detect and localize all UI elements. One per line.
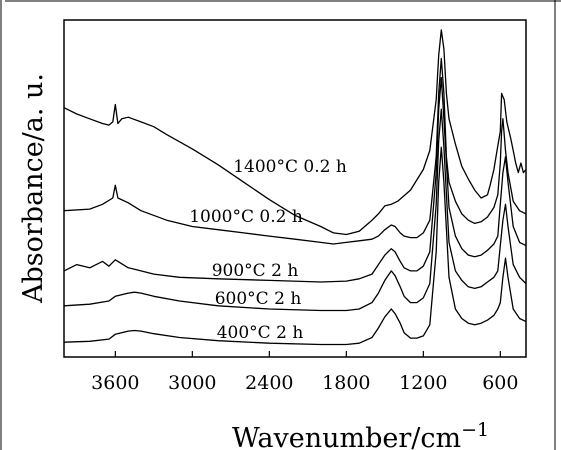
x-tick-label-3: 1800 (322, 372, 370, 394)
series-label-3: 1000°C 0.2 h (189, 207, 303, 227)
series-label-0: 400°C 2 h (217, 323, 304, 343)
x-axis-title-superscript: −1 (461, 419, 489, 441)
x-tick-label-0: 3600 (91, 372, 139, 394)
x-axis-ticks: 3600 3000 2400 1800 1200 600 (91, 351, 518, 394)
x-axis-title: Wavenumber/cm−1 (232, 419, 489, 450)
series-labels: 400°C 2 h 600°C 2 h 900°C 2 h 1000°C 0.2 h 1… (189, 157, 347, 343)
series-line-2 (63, 76, 527, 283)
x-tick-label-1: 3000 (168, 372, 216, 394)
series-label-1: 600°C 2 h (215, 289, 302, 309)
x-axis-title-main: Wavenumber/cm (232, 423, 461, 450)
x-tick-label-2: 2400 (245, 372, 293, 394)
series-line-1 (63, 108, 527, 312)
x-tick-label-4: 1200 (399, 372, 447, 394)
y-axis-title: Absorbance/a. u. (18, 73, 49, 304)
x-tick-label-5: 600 (482, 372, 518, 394)
series-label-4: 1400°C 0.2 h (233, 157, 347, 177)
series-label-2: 900°C 2 h (212, 261, 299, 281)
series-line-3 (63, 57, 527, 245)
series-layer (63, 29, 527, 346)
series-line-0 (63, 146, 527, 346)
series-line-4 (63, 29, 527, 236)
plot-frame (63, 19, 527, 358)
